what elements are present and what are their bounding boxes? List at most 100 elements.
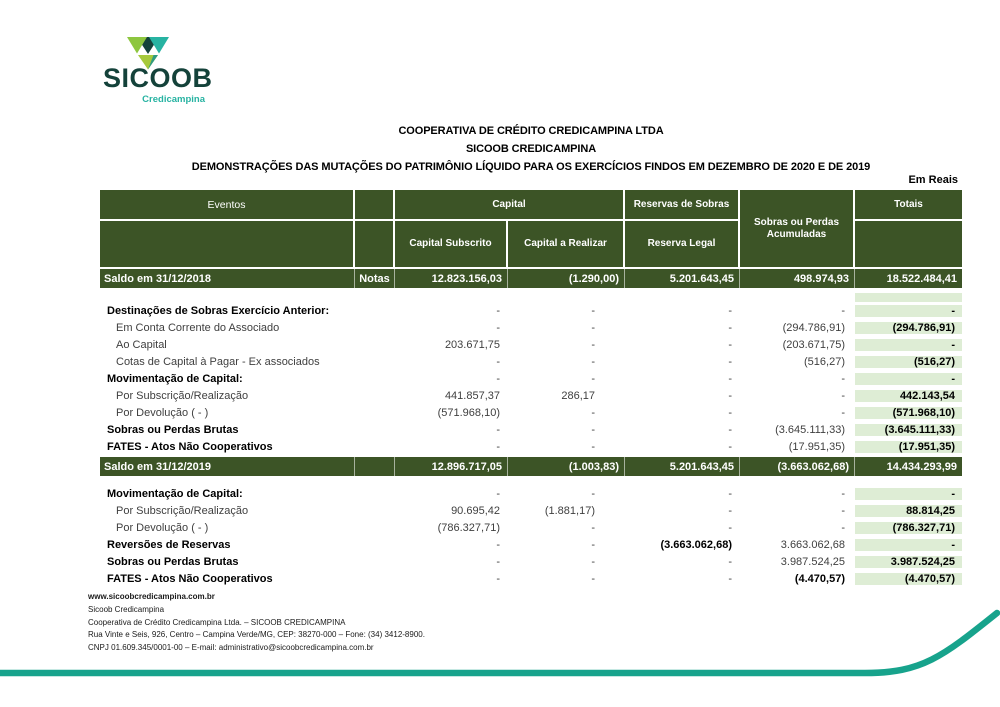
value-cell: - — [728, 338, 732, 351]
row-label: Destinações de Sobras Exercício Anterior… — [107, 304, 330, 317]
value-cell: (3.663.062,68) — [740, 457, 855, 476]
col-header-capital-subscrito: Capital Subscrito — [395, 221, 508, 267]
table-row: Por Subscrição/Realização 441.857,37 286,1… — [100, 387, 962, 404]
col-header-notas-blank — [355, 190, 395, 221]
value-cell: 3.663.062,68 — [780, 538, 845, 551]
value-cell: - — [591, 372, 595, 385]
value-cell: - — [496, 355, 500, 368]
value-cell: - — [728, 406, 732, 419]
row-label: Por Subscrição/Realização — [116, 389, 249, 402]
col-header-reserva-legal: Reserva Legal — [625, 221, 740, 267]
value-cell: 203.671,75 — [444, 338, 500, 351]
value-cell: - — [841, 372, 845, 385]
table-row: FATES - Atos Não Cooperativos - - - (17.951,… — [100, 438, 962, 455]
table-spacer — [100, 288, 962, 302]
row-label: Em Conta Corrente do Associado — [116, 321, 280, 334]
row-label: Por Devolução ( - ) — [116, 406, 209, 419]
value-cell: - — [496, 304, 500, 317]
value-cell: 498.974,93 — [740, 269, 855, 288]
col-header-capital-a-realizar: Capital a Realizar — [508, 221, 625, 267]
value-cell: - — [591, 304, 595, 317]
value-cell: - — [591, 440, 595, 453]
notas-cell — [355, 457, 395, 476]
value-cell: (1.881,17) — [544, 504, 595, 517]
table-row: Cotas de Capital à Pagar - Ex associados… — [100, 353, 962, 370]
value-cell: - — [728, 389, 732, 402]
value-cell: 286,17 — [561, 389, 595, 402]
value-cell: - — [496, 321, 500, 334]
row-label: FATES - Atos Não Cooperativos — [107, 440, 273, 453]
header-blank-cell — [100, 221, 355, 267]
saldo-label: Saldo em 31/12/2019 — [100, 457, 355, 476]
table-row: Destinações de Sobras Exercício Anterior… — [100, 302, 962, 319]
value-cell: (786.327,71) — [437, 521, 500, 534]
row-label: Cotas de Capital à Pagar - Ex associados — [116, 355, 320, 368]
table-row: Por Devolução ( - ) (571.968,10) - - - (571.9… — [100, 404, 962, 421]
footer-line: Cooperativa de Crédito Credicampina Ltda… — [88, 617, 346, 627]
value-cell: - — [496, 423, 500, 436]
table-row: Por Devolução ( - ) (786.327,71) - - - (786.3… — [100, 519, 962, 536]
row-label: Movimentação de Capital: — [107, 372, 243, 385]
value-cell: - — [841, 406, 845, 419]
value-cell: - — [591, 406, 595, 419]
value-cell: (3.645.111,33) — [775, 423, 845, 436]
value-cell: 5.201.643,45 — [625, 457, 740, 476]
logo-brand-text: SICOOB — [103, 63, 213, 93]
value-cell: (516,27) — [855, 355, 962, 368]
value-cell: - — [591, 487, 595, 500]
value-cell: - — [841, 389, 845, 402]
table-row: Sobras ou Perdas Brutas - - - (3.645.111,33)… — [100, 421, 962, 438]
value-cell: 3.987.524,25 — [780, 555, 845, 568]
footer-line: CNPJ 01.609.345/0001-00 – E-mail: admini… — [88, 643, 374, 653]
footer-line: Sicoob Credicampina — [88, 604, 165, 614]
row-label: Sobras ou Perdas Brutas — [107, 423, 239, 436]
footer-website: www.sicoobcredicampina.com.br — [88, 592, 215, 601]
saldo-2018-row: Saldo em 31/12/2018 Notas 12.823.156,03 … — [100, 269, 962, 288]
table-header: Eventos Capital Reservas de Sobras Sobra… — [100, 190, 962, 267]
table-row: Movimentação de Capital: - - - - - — [100, 370, 962, 387]
value-cell: - — [496, 440, 500, 453]
title-company: COOPERATIVA DE CRÉDITO CREDICAMPINA LTDA — [398, 125, 664, 137]
value-cell: (1.290,00) — [508, 269, 625, 288]
value-cell: (4.470,57) — [855, 572, 962, 585]
row-label: Por Subscrição/Realização — [116, 504, 249, 517]
sicoob-triangle-icon — [127, 37, 169, 70]
col-header-totais: Totais — [855, 190, 962, 221]
row-label: Sobras ou Perdas Brutas — [107, 555, 239, 568]
row-label: Por Devolução ( - ) — [116, 521, 209, 534]
value-cell: - — [591, 555, 595, 568]
value-cell: 442.143,54 — [855, 389, 962, 402]
saldo-label: Saldo em 31/12/2018 — [100, 269, 355, 288]
table-row: Movimentação de Capital: - - - - - — [100, 485, 962, 502]
logo-unit-text: Credicampina — [142, 94, 205, 105]
value-cell: (17.951,35) — [855, 440, 962, 453]
value-cell: - — [841, 304, 845, 317]
notas-header: Notas — [355, 269, 395, 288]
value-cell: - — [728, 440, 732, 453]
col-header-capital: Capital — [395, 190, 625, 221]
value-cell: (203.671,75) — [782, 338, 845, 351]
value-cell: (294.786,91) — [782, 321, 845, 334]
value-cell: - — [728, 423, 732, 436]
table-row: Sobras ou Perdas Brutas - - - 3.987.524,25 3.… — [100, 553, 962, 570]
saldo-2019-row: Saldo em 31/12/2019 12.896.717,05 (1.003… — [100, 457, 962, 476]
title-statement: DEMONSTRAÇÕES DAS MUTAÇÕES DO PATRIMÔNIO… — [191, 161, 871, 173]
value-cell: - — [855, 338, 962, 351]
table-spacer — [100, 476, 962, 485]
col-header-reservas-de-sobras: Reservas de Sobras — [625, 190, 740, 221]
footer-line: Rua Vinte e Seis, 926, Centro – Campina … — [88, 630, 425, 640]
value-cell: - — [728, 487, 732, 500]
sicoob-logo: SICOOB Credicampina — [95, 32, 225, 112]
value-cell: - — [728, 521, 732, 534]
row-label: Reversões de Reservas — [107, 538, 231, 551]
value-cell: 12.823.156,03 — [395, 269, 508, 288]
value-cell: 12.896.717,05 — [395, 457, 508, 476]
value-cell: (571.968,10) — [437, 406, 500, 419]
value-cell: (1.003,83) — [508, 457, 625, 476]
value-cell: - — [496, 572, 500, 585]
row-label: Ao Capital — [116, 338, 167, 351]
value-cell: 3.987.524,25 — [855, 555, 962, 568]
value-cell: - — [591, 338, 595, 351]
value-cell: 88.814,25 — [855, 504, 962, 517]
value-cell: (4.470,57) — [794, 572, 845, 585]
